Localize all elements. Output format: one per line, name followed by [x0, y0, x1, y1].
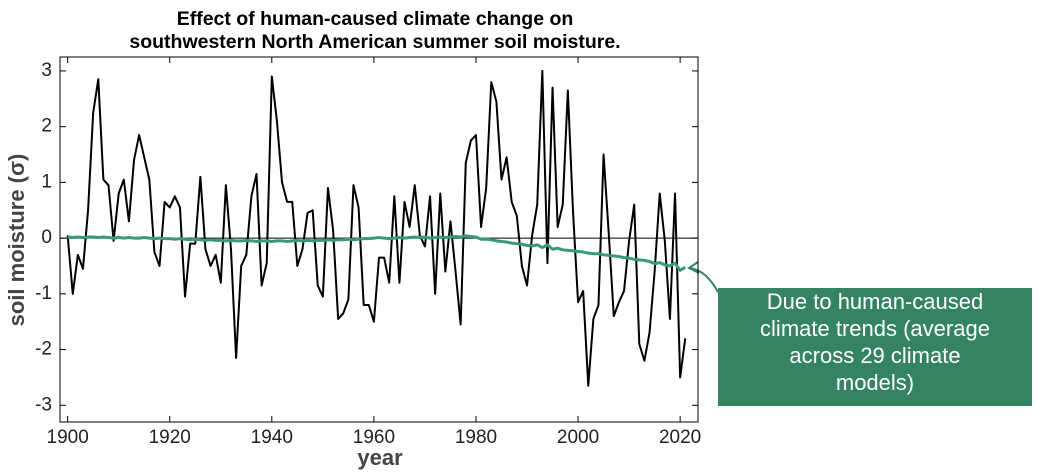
annotation-arrowhead	[687, 261, 700, 274]
x-tick-label: 1920	[149, 427, 191, 448]
annotation-text: across 29 climate	[789, 343, 960, 368]
x-tick-label: 1900	[47, 427, 89, 448]
annotation-text: Due to human-caused	[767, 289, 983, 314]
x-tick-label: 1940	[251, 427, 293, 448]
y-tick-label: -1	[35, 283, 52, 304]
y-tick-label: -2	[35, 339, 52, 360]
series-line	[66, 69, 687, 387]
x-tick-label: 2020	[659, 427, 701, 448]
annotation-text: models)	[836, 370, 914, 395]
y-tick-label: -3	[35, 394, 52, 415]
chart-title: southwestern North American summer soil …	[129, 31, 620, 53]
plot-frame	[59, 56, 699, 423]
y-tick-label: 2	[41, 116, 52, 137]
x-tick-label: 2000	[557, 427, 599, 448]
series-line	[67, 234, 687, 272]
x-tick-label: 1960	[353, 427, 395, 448]
y-axis-label: soil moisture (σ)	[4, 154, 29, 327]
chart-title: Effect of human-caused climate change on	[177, 8, 574, 30]
y-tick-label: 0	[41, 227, 52, 248]
annotation-text: climate trends (average	[760, 316, 990, 341]
x-axis-label: year	[357, 445, 403, 470]
y-tick-label: 3	[41, 60, 52, 81]
x-tick-label: 1980	[455, 427, 497, 448]
annotation-arrow	[689, 267, 719, 293]
annotation-box	[718, 288, 1032, 406]
y-tick-label: 1	[41, 171, 52, 192]
